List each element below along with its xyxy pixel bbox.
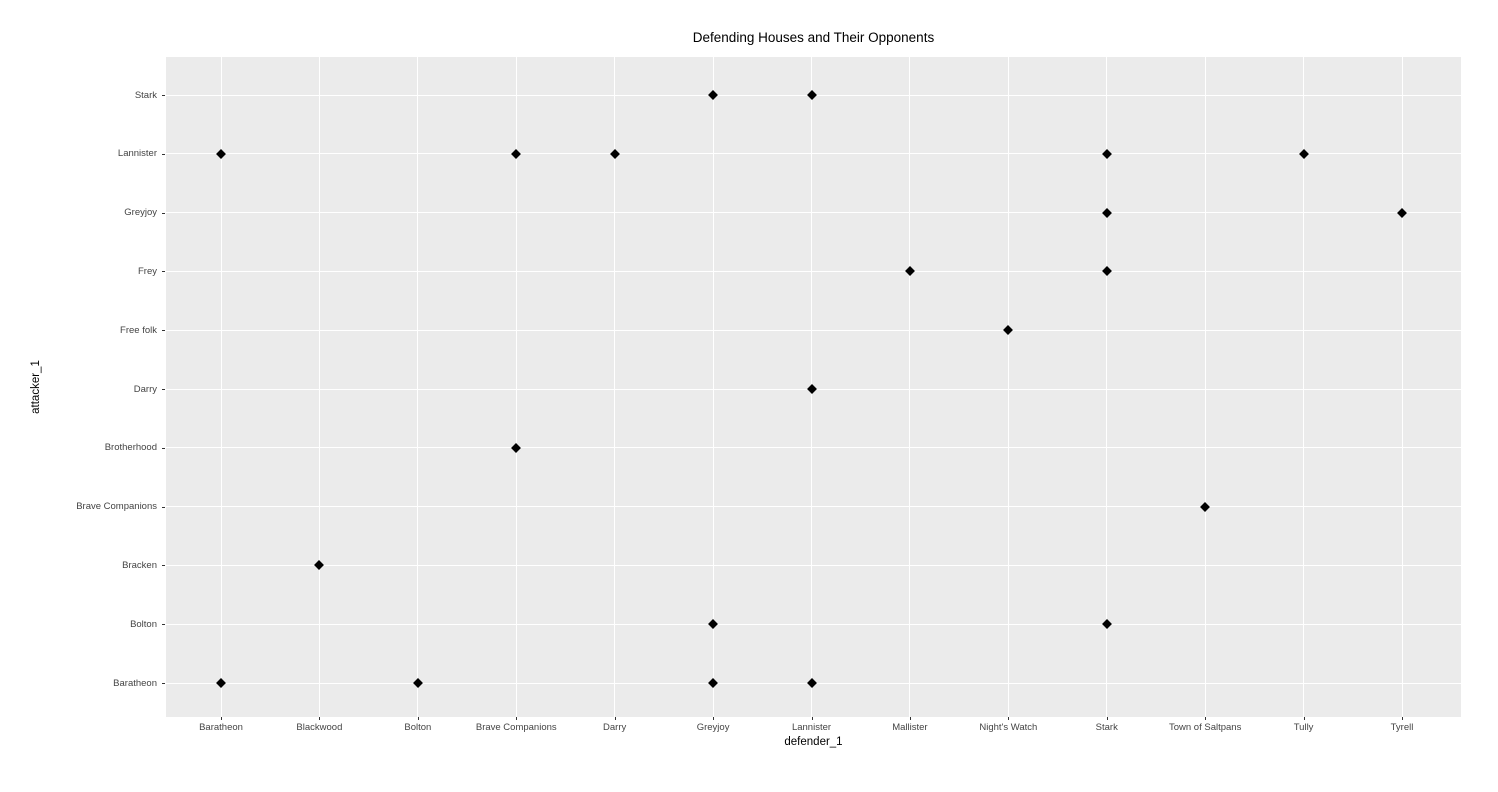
- data-point: [412, 678, 423, 688]
- x-tick-mark: [221, 717, 222, 720]
- y-axis-title: attacker_1: [30, 360, 42, 414]
- data-point: [511, 148, 522, 159]
- y-tick-label: Bracken: [122, 559, 157, 571]
- x-gridline: [614, 57, 616, 717]
- x-tick-label: Greyjoy: [696, 722, 730, 733]
- y-tick-mark: [162, 330, 165, 332]
- x-tick-mark: [1205, 717, 1207, 720]
- x-axis-title: defender_1: [784, 736, 843, 748]
- x-gridline: [417, 57, 419, 717]
- y-tick-mark: [162, 212, 165, 214]
- y-tick-mark: [162, 153, 165, 155]
- y-tick-mark: [162, 95, 165, 96]
- y-gridline: [166, 506, 1461, 508]
- x-tick-mark: [516, 717, 518, 720]
- data-point: [806, 384, 817, 394]
- y-tick-label: Frey: [138, 265, 157, 277]
- x-tick-mark: [811, 717, 813, 720]
- data-point: [904, 266, 915, 277]
- y-gridline: [166, 329, 1461, 331]
- y-tick-label: Bolton: [130, 618, 157, 630]
- y-gridline: [166, 447, 1461, 449]
- x-gridline: [1401, 57, 1403, 717]
- x-tick-mark: [1303, 717, 1305, 720]
- data-point: [216, 148, 226, 159]
- x-gridline: [1204, 57, 1206, 717]
- x-tick-label: Bolton: [404, 722, 432, 733]
- data-point: [806, 90, 817, 100]
- y-gridline: [166, 623, 1461, 625]
- data-point: [806, 678, 817, 688]
- data-point: [511, 442, 522, 453]
- x-tick-label: Lannister: [791, 722, 832, 733]
- y-tick-mark: [162, 506, 165, 508]
- data-point: [1101, 148, 1112, 159]
- y-gridline: [166, 153, 1461, 155]
- x-gridline: [220, 57, 222, 717]
- data-point: [1101, 619, 1112, 630]
- y-gridline: [166, 270, 1461, 272]
- x-tick-label: Stark: [1095, 722, 1118, 733]
- data-point: [1101, 207, 1112, 218]
- x-gridline: [318, 57, 320, 717]
- x-tick-mark: [713, 717, 715, 720]
- data-point: [216, 678, 226, 688]
- data-point: [708, 678, 719, 688]
- x-gridline: [515, 57, 517, 717]
- x-gridline: [1303, 57, 1305, 717]
- chart-title: Defending Houses and Their Opponents: [692, 30, 935, 45]
- x-tick-mark: [1106, 717, 1108, 720]
- y-tick-label: Free folk: [120, 324, 157, 336]
- plot-panel: [166, 57, 1461, 717]
- y-gridline: [166, 564, 1461, 566]
- x-tick-mark: [319, 717, 321, 720]
- y-tick-mark: [162, 447, 165, 449]
- y-tick-mark: [162, 565, 165, 567]
- y-tick-mark: [162, 271, 165, 273]
- data-point: [1298, 148, 1309, 159]
- x-tick-label: Brave Companions: [475, 722, 557, 733]
- y-tick-label: Greyjoy: [124, 207, 157, 219]
- y-tick-mark: [162, 624, 165, 626]
- x-tick-label: Mallister: [892, 722, 928, 733]
- x-tick-mark: [1008, 717, 1010, 720]
- x-tick-label: Baratheon: [199, 722, 243, 733]
- x-gridline: [1106, 57, 1108, 717]
- x-gridline: [712, 57, 714, 717]
- y-tick-label: Brave Companions: [76, 501, 157, 513]
- data-point: [1003, 325, 1014, 336]
- x-tick-label: Town of Saltpans: [1168, 722, 1242, 733]
- data-point: [708, 619, 719, 630]
- data-point: [1200, 501, 1211, 512]
- x-gridline: [909, 57, 911, 717]
- data-point: [708, 90, 719, 100]
- y-tick-label: Stark: [134, 89, 157, 101]
- x-tick-label: Night's Watch: [979, 722, 1038, 733]
- x-tick-label: Tyrell: [1390, 722, 1414, 733]
- x-tick-mark: [1402, 717, 1403, 720]
- x-tick-label: Darry: [603, 722, 627, 733]
- x-tick-mark: [614, 717, 616, 720]
- y-gridline: [166, 212, 1461, 214]
- y-tick-label: Lannister: [117, 148, 157, 160]
- y-tick-mark: [162, 389, 165, 390]
- y-tick-label: Baratheon: [113, 677, 157, 689]
- x-tick-label: Tully: [1293, 722, 1314, 733]
- data-point: [1397, 207, 1407, 218]
- x-tick-mark: [909, 717, 911, 720]
- y-tick-label: Brotherhood: [104, 442, 157, 454]
- x-tick-mark: [417, 717, 419, 720]
- data-point: [314, 560, 325, 571]
- data-point: [1101, 266, 1112, 277]
- x-gridline: [1007, 57, 1009, 717]
- x-tick-label: Blackwood: [296, 722, 343, 733]
- y-tick-mark: [162, 683, 165, 684]
- y-tick-label: Darry: [133, 383, 157, 395]
- data-point: [609, 148, 620, 159]
